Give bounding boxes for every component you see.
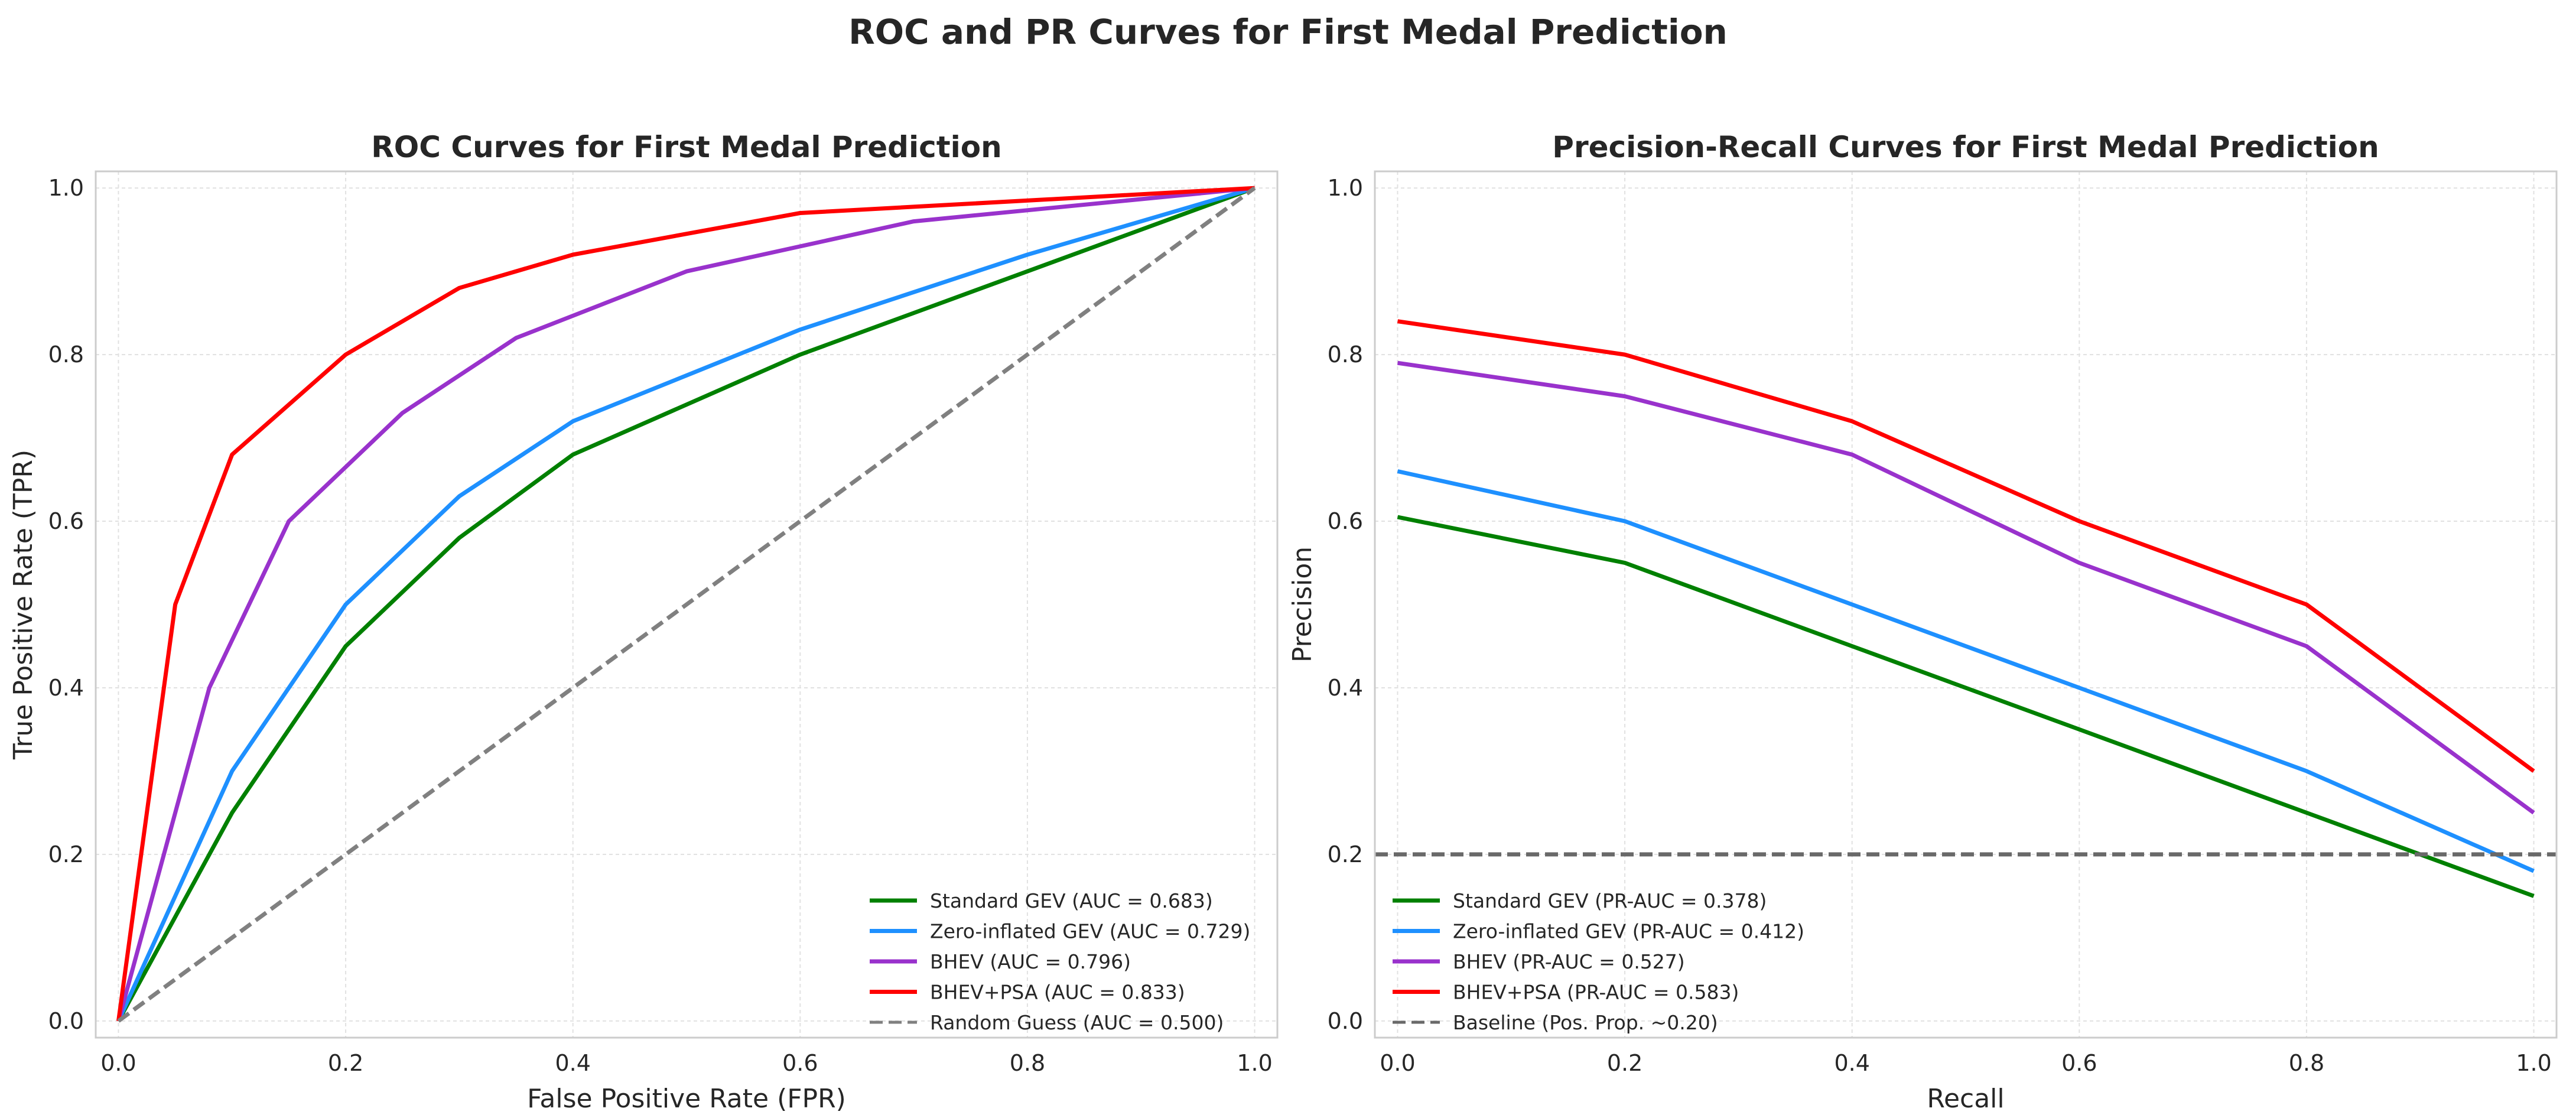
pr-chart: 0.0 0.2 0.4 0.6 0.8 1.0 0.0 0.2 0.4 0.6 0.8 1.0 Prec… <box>1287 130 2558 1114</box>
roc-y-axis-label: True Positive Rate (TPR) <box>8 450 38 760</box>
pr-y-axis-label: Precision <box>1287 547 1318 662</box>
y-tick-label: 0.4 <box>48 675 84 701</box>
y-tick-label: 0.6 <box>1328 508 1363 534</box>
y-tick-label: 0.2 <box>1328 841 1363 867</box>
x-tick-label: 0.8 <box>2289 1050 2324 1076</box>
pr-x-axis-label: Recall <box>1927 1084 2004 1114</box>
pr-chart-title: Precision-Recall Curves for First Medal … <box>1552 130 2379 164</box>
roc-legend-label: BHEV+PSA (AUC = 0.833) <box>930 981 1185 1004</box>
pr-series-line-4 <box>1397 319 2535 773</box>
roc-legend: Standard GEV (AUC = 0.683) Zero-inflated … <box>870 889 1250 1034</box>
x-tick-label: 0.6 <box>2061 1050 2097 1076</box>
x-tick-label: 0.4 <box>1834 1050 1869 1076</box>
y-tick-label: 0.2 <box>48 841 84 867</box>
pr-axes-frame <box>1374 170 2558 1039</box>
pr-legend: Standard GEV (PR-AUC = 0.378) Zero-inflat… <box>1393 889 1804 1034</box>
x-tick-label: 0.0 <box>1380 1050 1415 1076</box>
x-tick-label: 0.0 <box>100 1050 136 1076</box>
roc-series-line-5 <box>117 186 1256 1023</box>
roc-axes-frame <box>95 170 1279 1039</box>
y-tick-label: 1.0 <box>1328 175 1363 201</box>
pr-legend-label: Baseline (Pos. Prop. ~0.20) <box>1453 1011 1718 1034</box>
roc-series-line-2 <box>116 186 1256 1022</box>
y-tick-label: 0.0 <box>48 1008 84 1034</box>
x-tick-label: 0.2 <box>328 1050 363 1076</box>
y-tick-label: 0.4 <box>1328 675 1363 701</box>
pr-legend-label: Zero-inflated GEV (PR-AUC = 0.412) <box>1453 920 1804 943</box>
roc-legend-label: Standard GEV (AUC = 0.683) <box>930 889 1213 912</box>
x-tick-label: 1.0 <box>2516 1050 2551 1076</box>
roc-series-line-1 <box>116 186 1256 1022</box>
roc-series-line-3 <box>116 186 1255 1022</box>
y-tick-label: 0.8 <box>48 342 84 368</box>
x-tick-label: 0.8 <box>1010 1050 1045 1076</box>
pr-legend-label: Standard GEV (PR-AUC = 0.378) <box>1453 889 1767 912</box>
roc-legend-label: Zero-inflated GEV (AUC = 0.729) <box>930 920 1250 943</box>
y-tick-label: 0.6 <box>48 508 84 534</box>
x-tick-label: 0.6 <box>782 1050 818 1076</box>
roc-series-line-4 <box>116 186 1255 1022</box>
x-tick-label: 1.0 <box>1237 1050 1272 1076</box>
pr-series-line-1 <box>1397 515 2535 898</box>
x-tick-label: 0.2 <box>1607 1050 1642 1076</box>
roc-chart: 0.0 0.2 0.4 0.6 0.8 1.0 0.0 0.2 0.4 0.6 0.8 1.0 ROC … <box>8 130 1279 1114</box>
roc-legend-label: BHEV (AUC = 0.796) <box>930 950 1131 973</box>
figure-title: ROC and PR Curves for First Medal Predic… <box>848 12 1728 52</box>
roc-chart-title: ROC Curves for First Medal Prediction <box>371 130 1001 164</box>
pr-legend-label: BHEV+PSA (PR-AUC = 0.583) <box>1453 981 1739 1004</box>
roc-legend-label: Random Guess (AUC = 0.500) <box>930 1011 1224 1034</box>
y-tick-label: 1.0 <box>48 175 84 201</box>
y-tick-label: 0.0 <box>1328 1008 1363 1034</box>
y-tick-label: 0.8 <box>1328 342 1363 368</box>
pr-series-line-3 <box>1397 360 2535 815</box>
x-tick-label: 0.4 <box>555 1050 590 1076</box>
roc-x-axis-label: False Positive Rate (FPR) <box>527 1084 846 1114</box>
pr-series-line-2 <box>1397 469 2535 873</box>
pr-legend-label: BHEV (PR-AUC = 0.527) <box>1453 950 1685 973</box>
